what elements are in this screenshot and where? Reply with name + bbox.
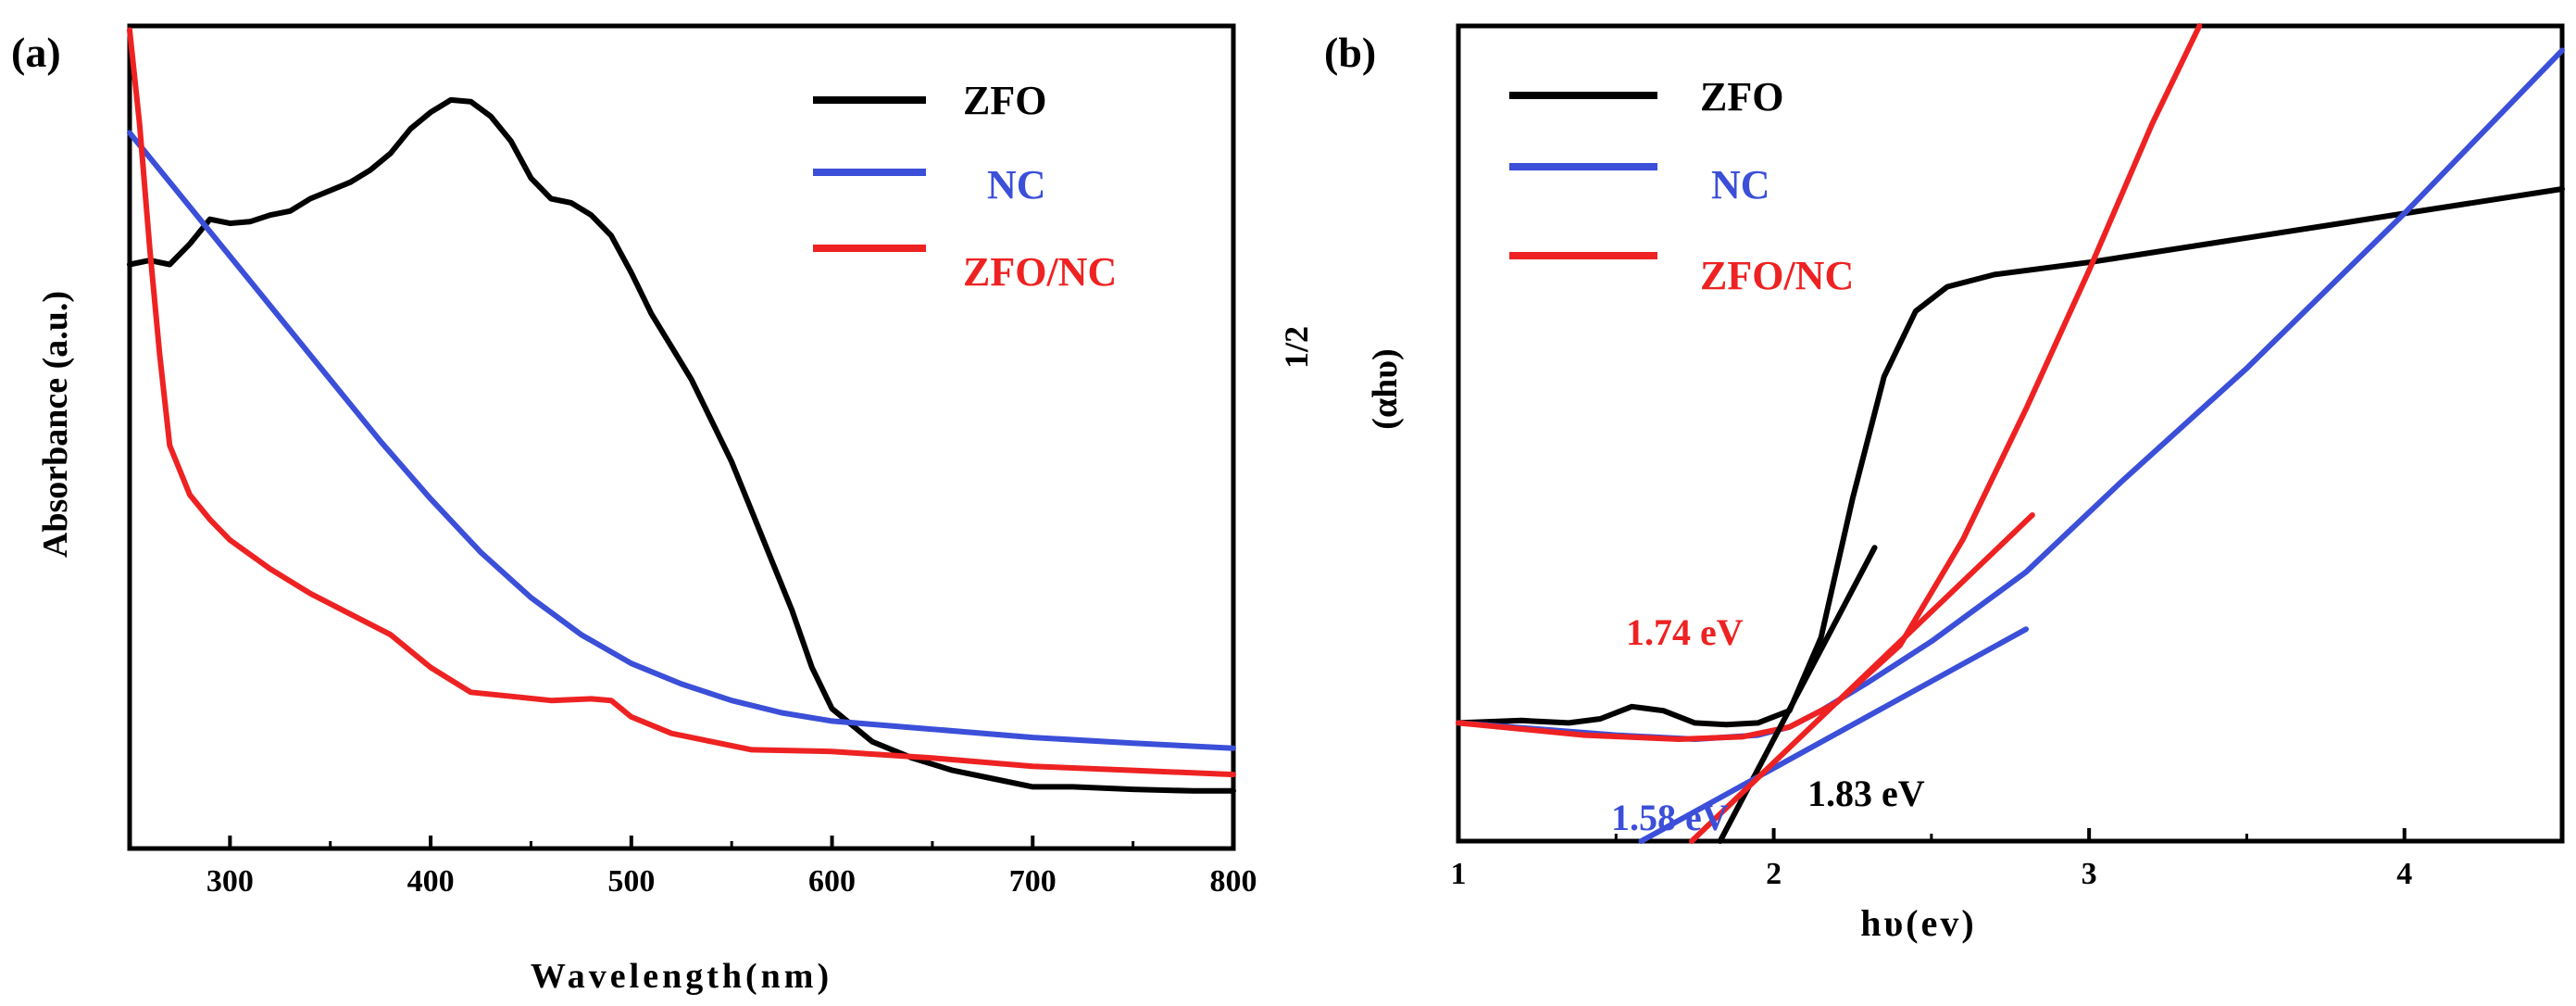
x-tick-label: 300 <box>206 864 254 899</box>
panel-b-y-axis-label: (αhυ) <box>1366 348 1405 429</box>
panel-a-label: (a) <box>11 29 61 76</box>
panel-a: (a) 300 400 500 600 700 800 ZFO NC ZFO/NC Wav… <box>11 23 1257 996</box>
panel-b-legend: ZFO NC ZFO/NC <box>1509 74 1854 298</box>
x-tick-label: 600 <box>808 864 856 899</box>
panel-b-x-axis-label: hυ(ev) <box>1860 902 1976 944</box>
panel-b-frame <box>1456 23 2565 844</box>
series-line-zfo-nc <box>127 27 1236 778</box>
x-tick-label: 800 <box>1210 864 1257 899</box>
x-tick-label: 500 <box>607 864 655 899</box>
legend-label-zfo-nc: ZFO/NC <box>1700 253 1854 298</box>
series-line-zfo <box>1456 186 2565 728</box>
tangent-line-1 <box>1638 626 2030 844</box>
x-tick-label: 2 <box>1766 857 1782 891</box>
panel-a-x-axis-label: Wavelength(nm) <box>531 957 832 996</box>
panel-a-frame <box>127 23 1236 851</box>
x-tick-label: 4 <box>2396 857 2412 891</box>
panel-b-y-axis-superscript: 1/2 <box>1278 326 1315 369</box>
x-tick-label: 400 <box>407 864 455 899</box>
panel-a-y-axis-label: Absorbance (a.u.) <box>36 291 75 558</box>
panel-a-series-group <box>127 27 1236 794</box>
x-tick-label: 3 <box>2082 857 2097 891</box>
panel-b-label: (b) <box>1324 29 1376 76</box>
panel-b-series-group <box>1456 23 2565 844</box>
bandgap-label-zfo: 1.83 eV <box>1807 773 1925 814</box>
panel-b-ticks: 1 2 3 4 <box>1451 828 2564 891</box>
legend-label-nc: NC <box>1711 162 1770 207</box>
bandgap-label-nc: 1.58 eV <box>1611 797 1729 838</box>
tangent-line-2 <box>1689 512 2035 844</box>
panel-b-y-axis-label-group: (αhυ) <box>1366 348 1405 429</box>
series-line-nc <box>127 130 1236 751</box>
legend-label-zfo-nc: ZFO/NC <box>963 249 1117 295</box>
legend-label-zfo: ZFO <box>963 78 1046 123</box>
panel-b: (b) 1 2 3 4 ZFO NC ZFO/NC 1.58 eV 1.74 eV 1… <box>1278 23 2565 944</box>
panel-a-ticks: 300 400 500 600 700 800 <box>128 836 1257 899</box>
x-tick-label: 1 <box>1451 857 1467 891</box>
series-line-zfo <box>127 96 1236 794</box>
legend-label-nc: NC <box>987 162 1046 207</box>
x-tick-label: 700 <box>1009 864 1057 899</box>
bandgap-label-zfo-nc: 1.74 eV <box>1626 611 1744 653</box>
panel-a-legend: ZFO NC ZFO/NC <box>813 78 1117 295</box>
legend-label-zfo: ZFO <box>1700 74 1783 119</box>
